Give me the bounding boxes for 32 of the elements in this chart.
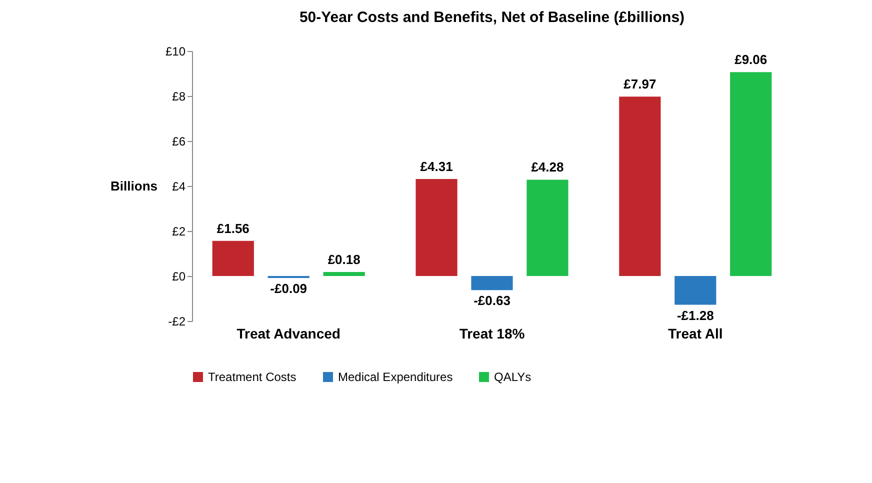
y-tick-label: £6: [172, 134, 186, 148]
legend-label: Treatment Costs: [208, 370, 296, 384]
data-label: £4.31: [420, 159, 453, 174]
bar: [212, 240, 254, 276]
y-tick-label: £0: [172, 270, 186, 284]
data-label: £9.06: [734, 52, 768, 68]
x-tick-label: Treat All: [668, 326, 723, 342]
y-axis-title: Billions: [110, 178, 158, 194]
data-label: £4.28: [531, 160, 564, 175]
y-tick-label: £2: [172, 224, 186, 238]
y-tick-label: £10: [165, 44, 186, 58]
bar: [323, 272, 365, 276]
bar: [619, 96, 661, 276]
data-label: -£0.09: [270, 281, 308, 296]
bar: [674, 276, 716, 305]
y-tick-label: £8: [172, 90, 186, 104]
bar: [416, 179, 458, 276]
x-tick-label: Treat Advanced: [236, 326, 340, 342]
y-tick-label: -£2: [168, 314, 186, 328]
bar: [730, 72, 772, 276]
chart-title: 50-Year Costs and Benefits, Net of Baseline (£billions): [299, 9, 685, 26]
x-tick-label: Treat 18%: [459, 326, 526, 342]
data-label: -£0.63: [474, 293, 510, 308]
data-label: £1.56: [216, 220, 250, 236]
data-label: -£1.28: [676, 308, 714, 323]
bar: [526, 180, 568, 276]
data-label: £7.97: [624, 76, 656, 92]
legend-label: QALYs: [494, 370, 532, 384]
legend-label: Medical Expenditures: [338, 370, 453, 384]
y-tick-label: £4: [172, 180, 186, 194]
data-label: £0.18: [328, 252, 360, 267]
bar: [471, 276, 513, 290]
